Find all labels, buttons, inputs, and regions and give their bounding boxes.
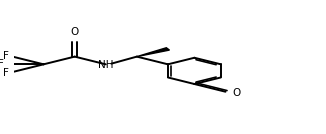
Text: F: F xyxy=(3,68,9,78)
Text: O: O xyxy=(70,27,79,37)
Polygon shape xyxy=(137,48,170,57)
Text: F: F xyxy=(3,51,9,61)
Text: O: O xyxy=(232,88,241,98)
Text: F: F xyxy=(0,59,4,69)
Text: NH: NH xyxy=(98,60,113,70)
